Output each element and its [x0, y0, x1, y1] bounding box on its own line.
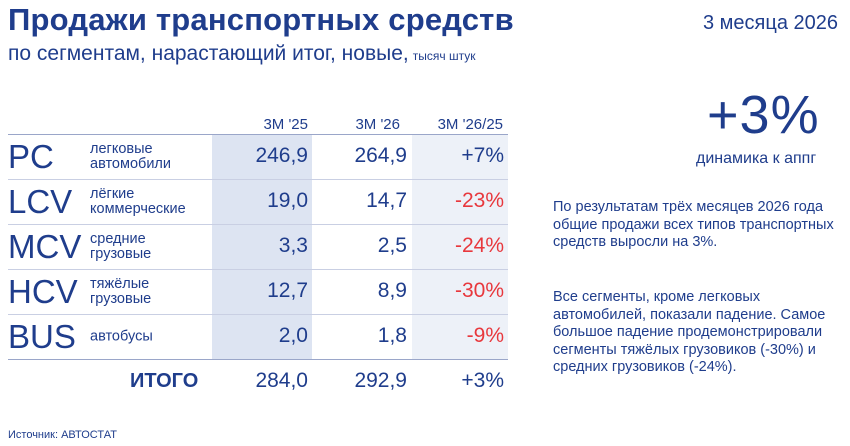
- sales-table: 3M '25 3M '26 3M '26/25 PC легковые авто…: [8, 110, 508, 402]
- table-header: 3M '25 3M '26 3M '26/25: [8, 110, 508, 134]
- units-label: тысяч штук: [412, 49, 476, 63]
- table-row: BUS автобусы 2,0 1,8 -9%: [8, 314, 508, 360]
- band-cell: [212, 270, 312, 314]
- source-note: Источник: АВТОСТАТ: [8, 429, 117, 441]
- segment-code: LCV: [8, 183, 73, 220]
- period-label: 3 месяца 2026: [702, 12, 838, 34]
- table-row: LCV лёгкие коммерческие 19,0 14,7 -23%: [8, 179, 508, 224]
- value-3m26: 14,7: [366, 189, 407, 212]
- value-3m26: 1,8: [377, 324, 407, 347]
- table-row: PC легковые автомобили 246,9 264,9 +7%: [8, 134, 508, 179]
- value-3m25: 19,0: [267, 189, 308, 212]
- value-3m26: 2,5: [377, 234, 407, 257]
- table-row: HCV тяжёлые грузовые 12,7 8,9 -30%: [8, 269, 508, 314]
- page-title: Продажи транспортных средств: [8, 2, 514, 37]
- band-cell: [212, 180, 312, 224]
- total-label: ИТОГО: [130, 370, 199, 392]
- band-cell: [212, 225, 312, 269]
- band-cell: [412, 270, 508, 314]
- total-row: ИТОГО 284,0 292,9 +3%: [8, 360, 508, 402]
- segment-code: HCV: [8, 273, 78, 310]
- segment-name: тяжёлые грузовые: [90, 276, 152, 307]
- segment-name: средние грузовые: [90, 231, 152, 262]
- value-change: +7%: [461, 144, 504, 167]
- highlight-value: +3%: [707, 85, 820, 145]
- value-change: -23%: [454, 189, 504, 212]
- segment-code: MCV: [8, 228, 82, 265]
- band-cell: [212, 315, 312, 359]
- column-header-change: 3M '26/25: [437, 116, 503, 133]
- segment-name: автобусы: [90, 328, 153, 345]
- table-row: MCV средние грузовые 3,3 2,5 -24%: [8, 224, 508, 269]
- value-change: -9%: [466, 324, 504, 347]
- value-change: -30%: [454, 279, 504, 302]
- value-change: -24%: [454, 234, 504, 257]
- commentary-paragraph-1: По результатам трёх месяцев 2026 года об…: [553, 199, 834, 250]
- commentary-paragraph-2: Все сегменты, кроме легковых автомобилей…: [553, 289, 826, 375]
- value-3m25: 246,9: [255, 144, 308, 167]
- value-3m26: 8,9: [377, 279, 407, 302]
- segment-name: легковые автомобили: [90, 141, 171, 172]
- total-3m26: 292,9: [354, 369, 407, 392]
- band-cell: [412, 225, 508, 269]
- segment-name: лёгкие коммерческие: [90, 186, 186, 217]
- column-header-3m25: 3M '25: [263, 116, 308, 133]
- band-cell: [412, 315, 508, 359]
- band-cell: [412, 180, 508, 224]
- total-3m25: 284,0: [255, 369, 308, 392]
- value-3m25: 2,0: [278, 324, 308, 347]
- segment-code: PC: [8, 138, 54, 175]
- subtitle-text: по сегментам, нарастающий итог, новые,: [8, 42, 409, 65]
- page-subtitle: по сегментам, нарастающий итог, новые, ты…: [8, 42, 475, 66]
- band-cell: [412, 135, 508, 179]
- value-3m26: 264,9: [354, 144, 407, 167]
- value-3m25: 3,3: [278, 234, 308, 257]
- highlight-caption: динамика к аппг: [696, 150, 817, 167]
- segment-code: BUS: [8, 318, 76, 355]
- band-cell: [212, 135, 312, 179]
- total-change: +3%: [461, 369, 504, 392]
- value-3m25: 12,7: [267, 279, 308, 302]
- column-header-3m26: 3M '26: [355, 116, 400, 133]
